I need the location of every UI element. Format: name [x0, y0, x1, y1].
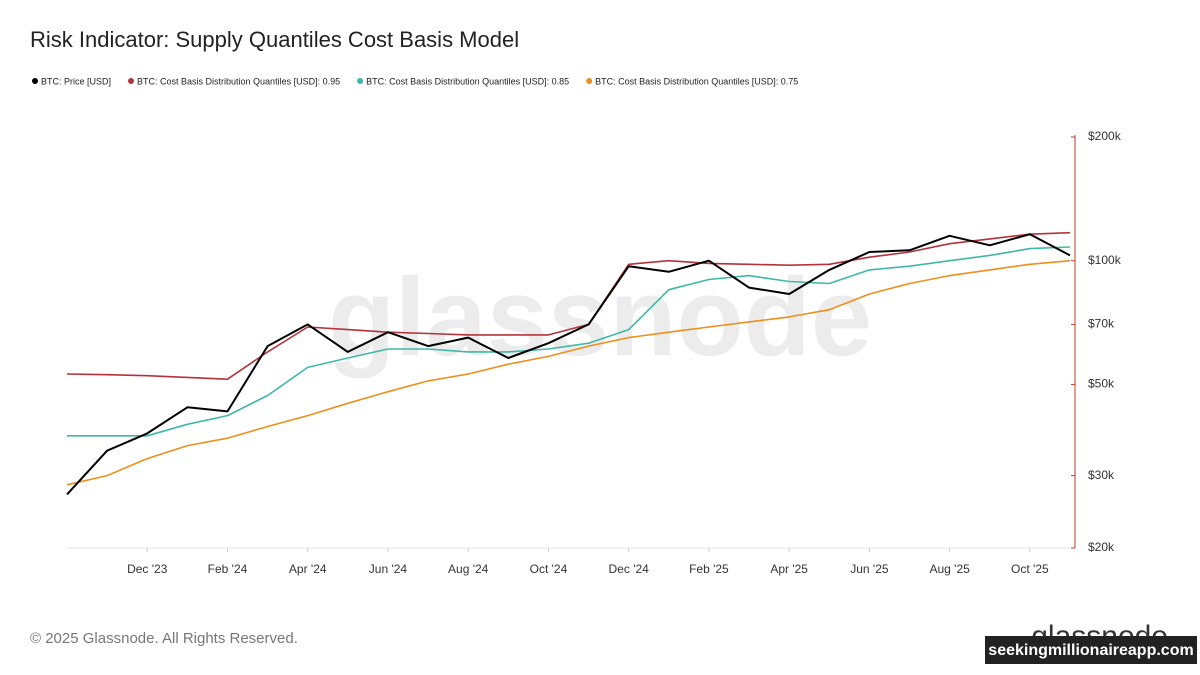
legend-label: BTC: Cost Basis Distribution Quantiles […	[137, 76, 340, 86]
series-line	[67, 246, 1071, 437]
overlay-text: seekingmillionaireapp.com	[988, 642, 1193, 659]
legend-swatch	[357, 78, 364, 84]
series-line	[66, 231, 1071, 380]
x-tick-label: Apr '24	[289, 562, 327, 576]
x-tick-label: Apr '25	[770, 562, 808, 576]
series-line	[66, 259, 1071, 486]
y-tick-label: $70k	[1088, 317, 1115, 331]
footer: © 2025 Glassnode. All Rights Reserved.	[30, 630, 298, 647]
legend-swatch	[586, 78, 593, 84]
y-tick-label: $30k	[1088, 468, 1115, 482]
legend-swatch	[128, 78, 135, 84]
x-tick-label: Dec '23	[127, 562, 168, 576]
x-tick-label: Oct '24	[530, 562, 568, 576]
x-tick-label: Jun '25	[850, 562, 889, 576]
x-tick-label: Oct '25	[1011, 562, 1049, 576]
y-tick-label: $50k	[1088, 377, 1115, 391]
legend-label: BTC: Price [USD]	[41, 76, 111, 86]
x-tick-label: Jun '24	[369, 562, 408, 576]
x-tick-label: Aug '25	[929, 562, 970, 576]
legend: BTC: Price [USD] BTC: Cost Basis Distribu…	[32, 76, 798, 86]
x-tick-label: Aug '24	[448, 562, 489, 576]
chart-title: Risk Indicator: Supply Quantiles Cost Ba…	[30, 27, 519, 52]
watermark: glassnode	[328, 256, 872, 379]
legend-label: BTC: Cost Basis Distribution Quantiles […	[366, 76, 569, 86]
legend-swatch	[32, 78, 38, 84]
y-tick-label: $200k	[1088, 129, 1122, 143]
overlay-bg	[985, 636, 1197, 664]
x-tick-label: Feb '24	[208, 562, 248, 576]
legend-label: BTC: Cost Basis Distribution Quantiles […	[595, 76, 798, 86]
series-line	[66, 233, 1071, 496]
y-tick-label: $20k	[1088, 540, 1115, 554]
x-tick-label: Feb '25	[689, 562, 729, 576]
x-tick-label: Dec '24	[609, 562, 650, 576]
y-tick-label: $100k	[1088, 253, 1122, 267]
